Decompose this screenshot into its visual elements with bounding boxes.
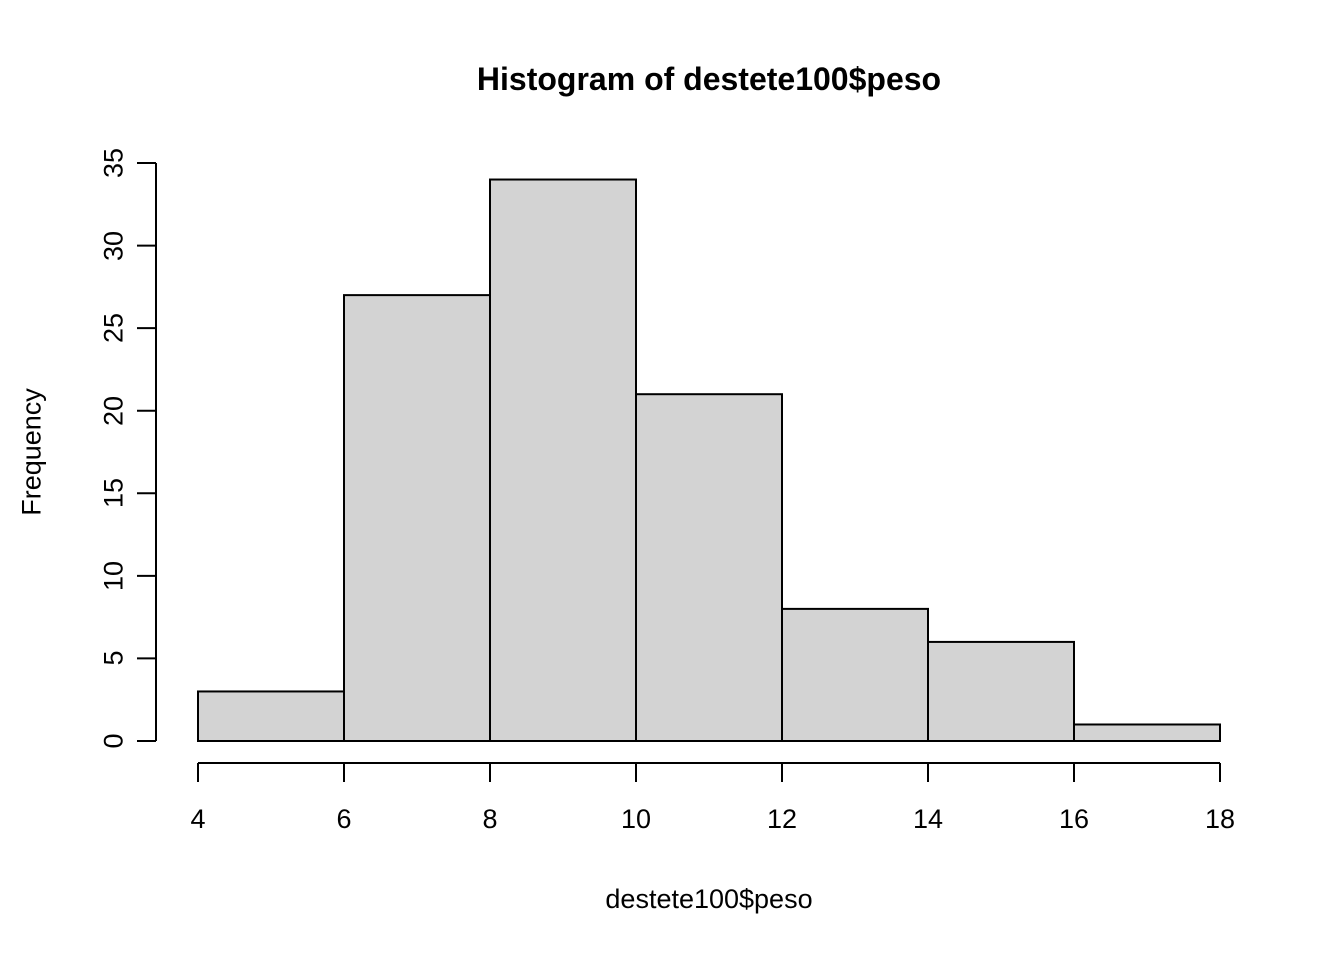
x-tick-label: 6 xyxy=(336,804,352,834)
histogram-bar xyxy=(197,690,345,743)
x-tick-label: 14 xyxy=(912,804,944,834)
y-tick-label: 20 xyxy=(98,395,129,426)
x-tick-label: 18 xyxy=(1204,804,1236,834)
x-axis-label: destete100$peso xyxy=(605,884,813,914)
chart-title: Histogram of destete100$peso xyxy=(476,61,942,97)
histogram-bar xyxy=(781,607,929,742)
y-tick-label: 30 xyxy=(98,230,129,261)
x-tick-label: 8 xyxy=(482,804,498,834)
histogram-bar xyxy=(343,294,491,742)
y-tick-label: 25 xyxy=(98,313,129,344)
y-tick-label: 5 xyxy=(98,650,129,666)
x-tick-label: 16 xyxy=(1058,804,1090,834)
x-tick-label: 4 xyxy=(190,804,206,834)
histogram-bar xyxy=(635,393,783,742)
histogram-bar xyxy=(1073,723,1221,743)
histogram-bar xyxy=(489,178,637,743)
y-axis-label: Frequency xyxy=(16,388,47,516)
y-tick-label: 35 xyxy=(98,147,129,179)
y-tick-label: 0 xyxy=(98,733,129,749)
y-tick-label: 10 xyxy=(98,560,129,591)
x-tick-label: 10 xyxy=(620,804,652,834)
x-tick-label: 12 xyxy=(766,804,798,834)
y-tick-label: 15 xyxy=(98,478,129,509)
histogram-bar xyxy=(927,640,1075,743)
